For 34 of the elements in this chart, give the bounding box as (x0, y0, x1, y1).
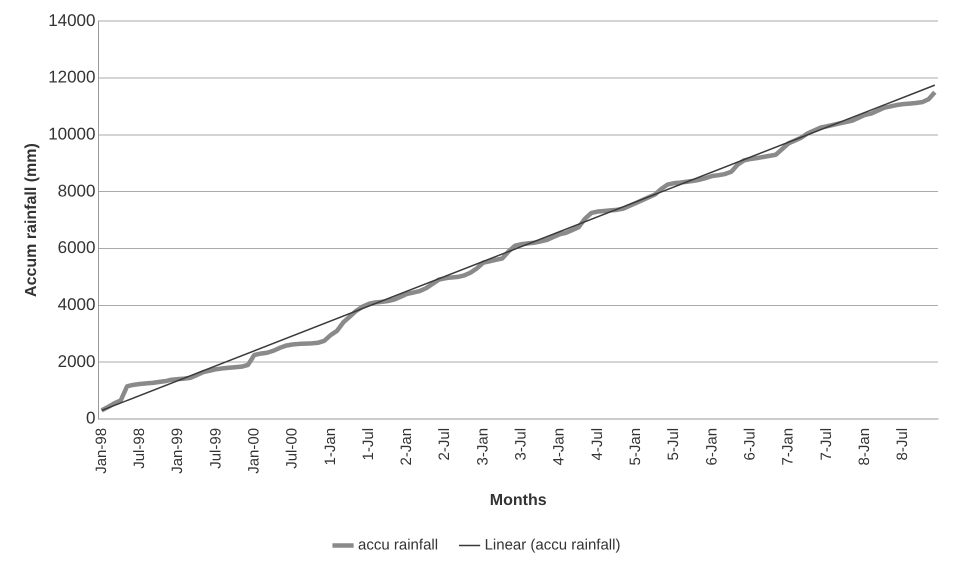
y-tick-label: 6000 (58, 238, 96, 258)
x-tick-label: 1-Jan (322, 428, 339, 466)
y-axis-title: Accum rainfall (mm) (23, 143, 40, 297)
y-tick-label: 0 (86, 408, 96, 428)
x-tick-label: 1-Jul (360, 428, 377, 460)
y-tick-label: 10000 (48, 124, 96, 144)
x-tick-label: 5-Jan (627, 428, 644, 466)
x-tick-label: Jan-99 (169, 428, 186, 474)
x-tick-label: 8-Jan (856, 428, 873, 466)
x-tick-label: Jan-00 (245, 428, 262, 474)
x-tick-label: 4-Jan (550, 428, 568, 466)
x-tick-label: Jul-98 (130, 428, 148, 469)
x-tick-label: 6-Jul (742, 428, 759, 460)
x-tick-label: 7-Jul (818, 428, 835, 460)
y-tick-label: 14000 (48, 10, 96, 30)
x-tick-label: Jan-98 (92, 428, 110, 474)
x-tick-label: 4-Jul (588, 428, 606, 460)
x-tick-label: 5-Jul (665, 428, 682, 460)
x-tick-label: 2-Jul (436, 428, 454, 460)
x-tick-label: Jul-00 (284, 428, 301, 469)
x-tick-label: Jul-99 (207, 428, 224, 469)
x-tick-label: 6-Jan (703, 428, 720, 466)
x-tick-label: 7-Jan (780, 428, 797, 466)
y-tick-label: 4000 (58, 294, 96, 314)
x-tick-label: 2-Jan (398, 428, 416, 466)
y-tick-label: 2000 (58, 352, 96, 371)
y-tick-label: 8000 (58, 181, 96, 200)
x-axis-title: Months (490, 492, 547, 509)
x-tick-label: 3-Jan (474, 428, 492, 466)
legend-label: Linear (accu rainfall) (484, 536, 620, 554)
y-tick-label: 12000 (48, 68, 96, 87)
legend-label: accu rainfall (358, 536, 438, 554)
x-tick-label: 8-Jul (894, 428, 912, 460)
x-tick-label: 3-Jul (512, 428, 530, 460)
